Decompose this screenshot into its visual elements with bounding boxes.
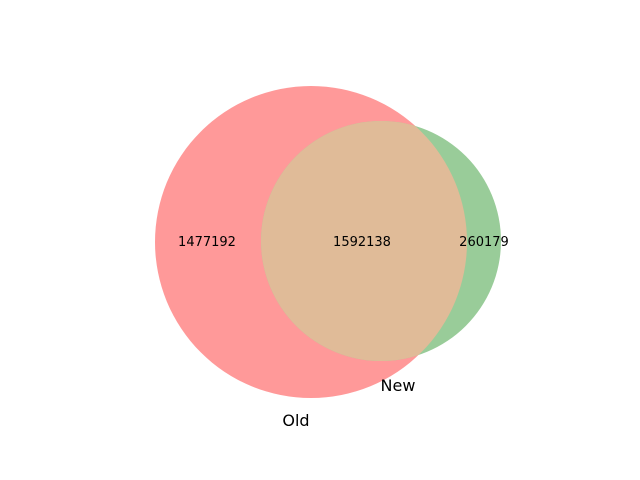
new-set-label: New [381,376,416,395]
old-set-label: Old [282,411,309,430]
overlap-region [261,121,467,361]
new-only-count: 260179 [459,235,509,250]
old-only-count: 1477192 [178,235,236,250]
overlap-count: 1592138 [333,235,391,250]
